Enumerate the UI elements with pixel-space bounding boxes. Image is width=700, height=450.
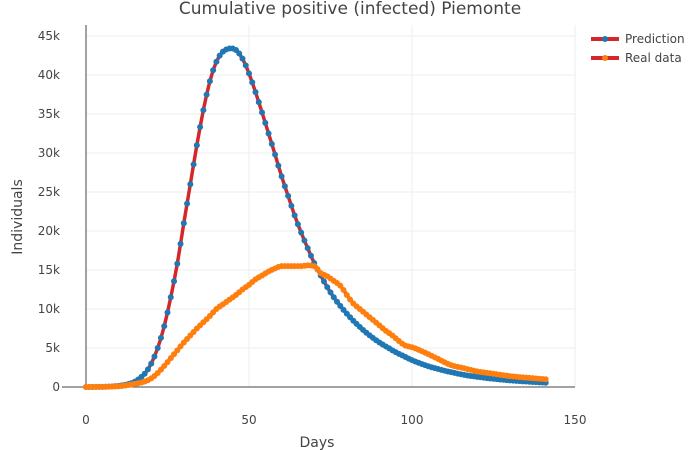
data-point-prediction: [236, 50, 243, 57]
data-point-real-data: [164, 359, 171, 366]
data-point-prediction: [187, 181, 194, 188]
data-point-prediction: [190, 161, 197, 168]
data-point-prediction: [249, 79, 256, 86]
data-point-prediction: [294, 221, 301, 228]
y-tick-label: 35k: [38, 107, 60, 121]
data-point-prediction: [154, 345, 161, 351]
data-point-prediction: [281, 183, 288, 190]
data-point-prediction: [307, 252, 314, 259]
data-point-prediction: [242, 62, 249, 69]
data-point-prediction: [171, 278, 178, 285]
y-tick-label: 10k: [38, 302, 60, 316]
data-point-prediction: [141, 370, 148, 377]
data-point-prediction: [180, 220, 187, 227]
data-point-prediction: [184, 200, 191, 207]
data-point-prediction: [161, 323, 168, 330]
y-axis-label: Individuals: [10, 179, 26, 254]
legend-swatch-prediction-marker: [602, 36, 608, 42]
x-axis-label: Days: [300, 435, 335, 450]
data-point-prediction: [148, 360, 155, 367]
x-tick-label: 0: [82, 413, 90, 427]
data-point-prediction: [177, 240, 184, 247]
legend-label-real-data: Real data: [625, 51, 682, 65]
data-point-real-data: [340, 286, 347, 293]
data-point-prediction: [174, 260, 181, 267]
series-prediction: [83, 45, 549, 390]
data-point-prediction: [193, 142, 200, 149]
legend-item-prediction: Prediction: [591, 32, 685, 46]
series-real-data: [83, 262, 549, 390]
data-point-prediction: [301, 237, 308, 244]
data-point-prediction: [206, 78, 213, 85]
data-point-prediction: [164, 309, 171, 316]
data-point-real-data: [347, 296, 354, 303]
y-tick-label: 15k: [38, 263, 60, 277]
data-point-real-data: [542, 376, 549, 383]
data-point-prediction: [278, 173, 285, 180]
data-point-prediction: [272, 151, 279, 158]
y-tick-label: 40k: [38, 68, 60, 82]
plot-area: [83, 45, 549, 390]
axes: [62, 25, 575, 388]
data-point-prediction: [265, 130, 272, 137]
data-point-real-data: [343, 291, 350, 298]
data-point-prediction: [252, 89, 259, 96]
data-point-prediction: [262, 119, 269, 126]
data-point-real-data: [174, 347, 181, 354]
x-tick-label: 50: [241, 413, 256, 427]
x-tick-label: 100: [401, 413, 424, 427]
data-point-prediction: [239, 55, 246, 62]
data-point-real-data: [337, 282, 344, 289]
data-point-prediction: [197, 123, 204, 130]
data-point-prediction: [144, 366, 151, 373]
y-tick-label: 45k: [38, 29, 60, 43]
data-point-prediction: [167, 294, 174, 301]
data-point-prediction: [291, 212, 298, 219]
data-point-prediction: [268, 140, 275, 147]
legend-label-prediction: Prediction: [625, 32, 685, 46]
data-point-prediction: [157, 334, 164, 341]
legend: Prediction Real data: [591, 32, 685, 65]
y-tick-label: 5k: [45, 341, 60, 355]
series-line-prediction: [85, 46, 546, 389]
data-point-prediction: [330, 294, 337, 301]
data-point-prediction: [255, 99, 262, 106]
data-point-prediction: [259, 109, 266, 116]
legend-item-real-data: Real data: [591, 51, 682, 65]
data-point-prediction: [275, 162, 282, 169]
y-tick-label: 0: [52, 380, 60, 394]
data-point-prediction: [213, 58, 220, 65]
legend-swatch-real-data-marker: [602, 55, 608, 61]
data-point-prediction: [324, 284, 331, 291]
data-point-prediction: [210, 67, 217, 74]
data-point-prediction: [285, 192, 292, 199]
data-point-prediction: [320, 278, 327, 285]
tick-labels: 0 5k 10k 15k 20k 25k 30k 35k 40k 45k 0 50 100 150: [38, 29, 587, 427]
y-tick-label: 30k: [38, 146, 60, 160]
chart-title: Cumulative positive (infected) Piemonte: [179, 0, 521, 19]
data-point-prediction: [216, 52, 223, 59]
data-point-prediction: [288, 202, 295, 209]
data-point-prediction: [298, 229, 305, 236]
data-point-prediction: [304, 245, 311, 252]
data-point-prediction: [327, 289, 334, 296]
data-point-prediction: [246, 70, 252, 77]
y-tick-label: 20k: [38, 224, 60, 238]
data-point-prediction: [151, 353, 158, 360]
data-point-prediction: [203, 91, 210, 98]
data-point-prediction: [334, 298, 341, 305]
x-tick-label: 150: [564, 413, 587, 427]
data-point-prediction: [337, 302, 344, 309]
y-tick-label: 25k: [38, 185, 60, 199]
grid: [86, 25, 576, 387]
data-point-prediction: [200, 107, 207, 114]
